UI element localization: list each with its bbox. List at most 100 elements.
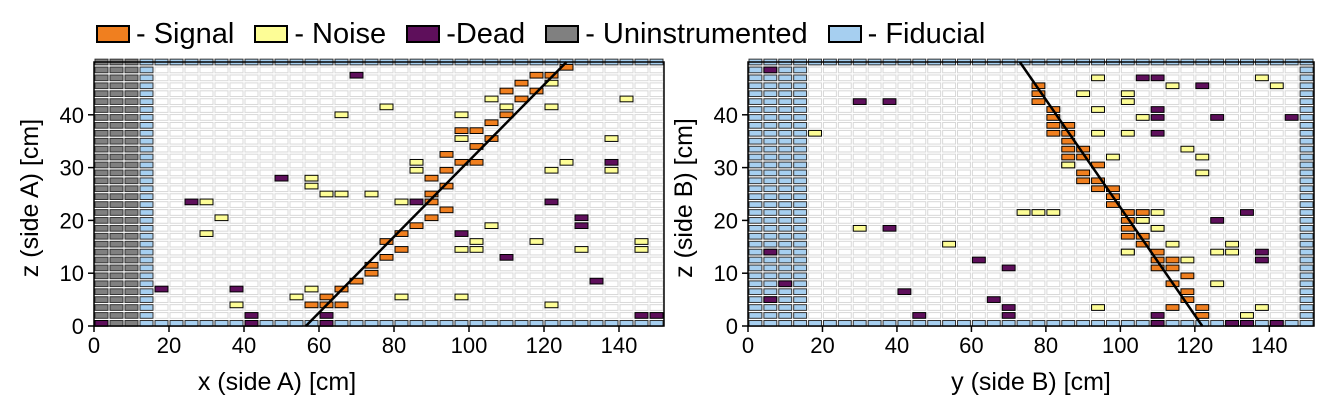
empty-bar <box>454 98 469 105</box>
empty-bar <box>1150 280 1165 288</box>
empty-bar <box>1031 296 1046 303</box>
empty-bar <box>604 185 619 193</box>
empty-bar <box>1254 106 1269 113</box>
empty-bar <box>244 280 259 288</box>
signal-hit <box>1046 114 1061 121</box>
empty-bar <box>529 122 544 129</box>
empty-bar <box>199 272 214 280</box>
empty-bar <box>1076 209 1091 216</box>
empty-bar <box>334 224 349 232</box>
empty-bar <box>259 129 274 137</box>
uninstrumented-bar <box>124 74 139 82</box>
uninstrumented-bar <box>109 114 124 121</box>
noise-hit <box>544 103 559 111</box>
empty-bar <box>229 193 244 200</box>
fiducial-bar <box>763 193 778 200</box>
noise-hit <box>1269 82 1284 90</box>
empty-bar <box>409 264 424 272</box>
empty-bar <box>1195 129 1210 137</box>
empty-bar <box>649 177 664 185</box>
empty-bar <box>1046 74 1061 82</box>
empty-bar <box>1061 224 1076 232</box>
signal-hit <box>484 119 499 127</box>
empty-bar <box>304 122 319 129</box>
empty-bar <box>424 145 439 153</box>
empty-bar <box>1254 185 1269 193</box>
empty-bar <box>514 177 529 185</box>
empty-bar <box>304 193 319 200</box>
empty-bar <box>912 272 927 280</box>
empty-bar <box>229 264 244 272</box>
empty-bar <box>1225 74 1240 82</box>
empty-bar <box>1001 137 1016 145</box>
empty-bar <box>1046 82 1061 90</box>
empty-bar <box>1016 304 1031 311</box>
empty-bar <box>1105 106 1120 113</box>
empty-bar <box>334 201 349 208</box>
empty-bar <box>229 256 244 264</box>
empty-bar <box>1001 209 1016 216</box>
empty-bar <box>619 137 634 145</box>
empty-bar <box>619 82 634 90</box>
empty-bar <box>971 185 986 193</box>
fiducial-bar <box>793 98 808 105</box>
empty-bar <box>1135 193 1150 200</box>
empty-bar <box>1046 137 1061 145</box>
empty-bar <box>1284 304 1299 311</box>
empty-bar <box>867 161 882 169</box>
empty-bar <box>529 304 544 311</box>
empty-bar <box>1016 129 1031 137</box>
empty-bar <box>334 74 349 82</box>
empty-bar <box>259 193 274 200</box>
empty-bar <box>229 185 244 193</box>
fiducial-bar <box>139 201 154 208</box>
empty-bar <box>409 122 424 129</box>
empty-bar <box>274 129 289 137</box>
empty-bar <box>1120 66 1135 74</box>
empty-bar <box>589 98 604 105</box>
empty-bar <box>1165 66 1180 74</box>
empty-bar <box>822 129 837 137</box>
dead-hit <box>244 312 259 319</box>
empty-bar <box>169 66 184 74</box>
empty-bar <box>1120 240 1135 248</box>
empty-bar <box>1150 185 1165 193</box>
empty-bar <box>1046 193 1061 200</box>
fiducial-bar <box>763 90 778 98</box>
empty-bar <box>229 153 244 161</box>
empty-bar <box>499 232 514 240</box>
empty-bar <box>1240 201 1254 208</box>
empty-bar <box>1269 256 1284 264</box>
empty-bar <box>1091 256 1105 264</box>
uninstrumented-bar <box>109 264 124 272</box>
empty-bar <box>289 169 304 177</box>
empty-bar <box>409 240 424 248</box>
empty-bar <box>634 98 649 105</box>
empty-bar <box>634 169 649 177</box>
empty-bar <box>214 256 229 264</box>
empty-bar <box>319 177 334 185</box>
fiducial-bar <box>778 137 793 145</box>
uninstrumented-bar <box>94 272 109 280</box>
noise-hit <box>1091 106 1105 113</box>
empty-bar <box>349 288 364 296</box>
empty-bar <box>529 129 544 137</box>
empty-bar <box>454 264 469 272</box>
empty-bar <box>822 177 837 185</box>
empty-bar <box>229 224 244 232</box>
empty-bar <box>957 272 971 280</box>
empty-bar <box>574 264 589 272</box>
empty-bar <box>837 169 852 177</box>
empty-bar <box>1105 169 1120 177</box>
empty-bar <box>1076 264 1091 272</box>
fiducial-bar <box>139 66 154 74</box>
empty-bar <box>214 169 229 177</box>
empty-bar <box>649 256 664 264</box>
empty-bar <box>649 296 664 303</box>
empty-bar <box>1210 304 1225 311</box>
empty-bar <box>199 280 214 288</box>
empty-bar <box>1061 177 1076 185</box>
uninstrumented-bar <box>124 201 139 208</box>
empty-bar <box>484 312 499 319</box>
empty-bar <box>514 201 529 208</box>
